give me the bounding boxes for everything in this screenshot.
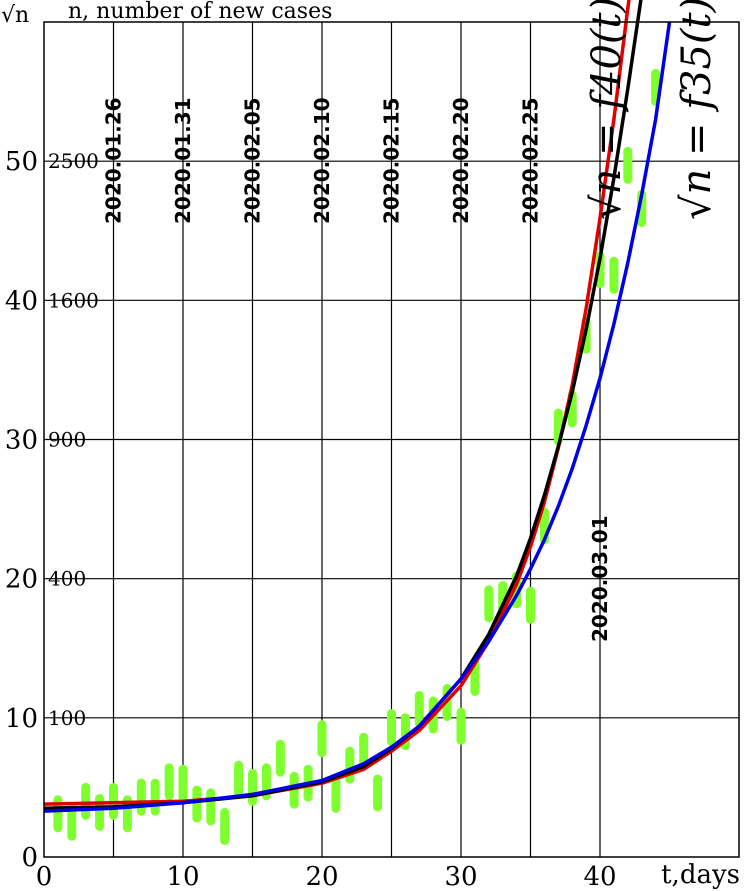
secondary-y-tick-label: 900: [48, 428, 86, 452]
x-tick-label: 0: [36, 862, 53, 891]
date-labels: 2020.01.26 2020.01.31 2020.02.05 2020.02.10…: [102, 97, 613, 642]
date-marker-label: 2020.01.26: [102, 97, 126, 224]
x-tick-label: 40: [583, 862, 616, 891]
x-tick-label: 10: [166, 862, 199, 891]
series-line-2: [44, 0, 643, 811]
y-tick-label: 0: [21, 843, 38, 873]
secondary-y-tick-label: 100: [48, 706, 86, 730]
x-axis-label: t,days: [661, 860, 740, 890]
series-line-3: [44, 21, 672, 813]
y-tick-label: 50: [5, 147, 38, 177]
date-marker-label: 2020.02.05: [241, 97, 265, 224]
curve-label-f40: √n = f40(t): [584, 0, 630, 220]
date-marker-label: 2020.02.10: [310, 97, 334, 224]
date-marker-label: 2020.02.20: [449, 97, 473, 224]
x-tick-label: 30: [444, 862, 477, 891]
secondary-y-tick-label: 2500: [48, 149, 99, 173]
plot-frame: [43, 21, 740, 858]
secondary-y-tick-label: 1600: [48, 288, 99, 312]
date-marker-label: 2020.03.01: [588, 515, 612, 642]
y-tick-label: 10: [5, 704, 38, 734]
top-label: n, number of new cases: [68, 0, 332, 24]
series-line-1: [44, 0, 631, 806]
y-tick-label: 30: [5, 426, 38, 456]
date-marker-label: 2020.02.25: [519, 97, 543, 224]
y-tick-label: 20: [5, 565, 38, 595]
top-left-label: √n: [1, 3, 29, 28]
x-tick-label: 20: [305, 862, 338, 891]
curves: [44, 0, 672, 813]
curve-label-f35: √n = f35(t): [674, 0, 720, 220]
y-tick-label: 40: [5, 286, 38, 316]
date-marker-label: 2020.01.31: [171, 97, 195, 224]
secondary-y-tick-label: 400: [48, 567, 86, 591]
observations: [53, 68, 661, 845]
date-marker-label: 2020.02.15: [380, 97, 404, 224]
